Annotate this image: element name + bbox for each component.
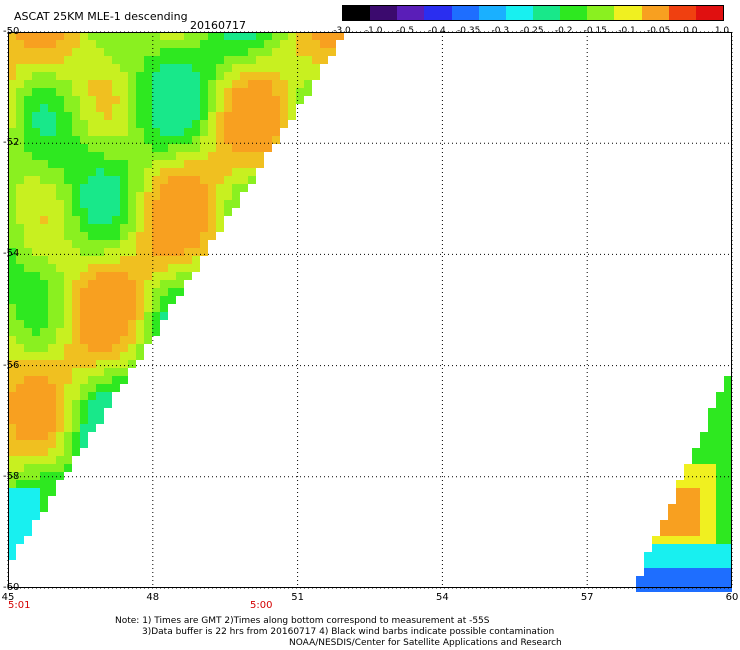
time-label-end: 5:00 [250, 600, 273, 611]
scale-swatch-6 [505, 6, 533, 20]
scale-swatch-2 [397, 6, 425, 20]
scale-swatch-0 [343, 6, 371, 20]
scale-swatch-10 [614, 6, 642, 20]
swath-left [8, 32, 344, 560]
note-line-3: NOAA/NESDIS/Center for Satellite Applica… [289, 638, 562, 648]
color-scale-bar [342, 5, 724, 21]
lat-label: -50 [3, 26, 20, 37]
scale-label: 1.0 [714, 26, 730, 36]
scale-label: -0.2 [554, 26, 573, 36]
scale-label: -0.1 [618, 26, 636, 36]
swath-right [636, 376, 732, 592]
scale-label: -0.25 [520, 26, 544, 36]
scale-label: -0.05 [647, 26, 671, 36]
lon-label: 54 [436, 592, 449, 603]
time-label-start: 5:01 [8, 600, 31, 611]
scale-swatch-5 [478, 6, 506, 20]
scale-label: -0.15 [583, 26, 607, 36]
plot-frame [8, 32, 732, 588]
scale-swatch-11 [641, 6, 669, 20]
lon-label: 60 [725, 592, 739, 603]
footer-note: Note: 1) Times are GMT 2)Times along bot… [115, 616, 562, 649]
scale-label: -3.0 [333, 26, 351, 36]
map-date: 20160717 [190, 19, 246, 32]
scale-swatch-12 [668, 6, 696, 20]
lat-label: -60 [3, 582, 20, 593]
scale-label: -0.35 [457, 26, 481, 36]
color-scale-labels: -3.0 -1.0 -0.5 -0.4 -0.35 -0.3 -0.25 -0.2 -0.15 -… [330, 26, 734, 38]
lat-label: -52 [3, 137, 20, 149]
lon-label: 57 [580, 592, 594, 603]
scale-swatch-4 [451, 6, 479, 20]
scale-swatch-8 [560, 6, 588, 20]
scale-label: 0.0 [683, 26, 698, 36]
scale-swatch-3 [424, 6, 452, 20]
note-line-2: 3)Data buffer is 22 hrs from 20160717 4)… [142, 627, 555, 637]
map-title: ASCAT 25KM MLE-1 descending [14, 10, 188, 23]
lat-label: -58 [3, 470, 20, 482]
scale-swatch-9 [587, 6, 615, 20]
scale-swatch-7 [532, 6, 561, 20]
scale-label: -1.0 [364, 26, 383, 36]
lon-label: 48 [146, 592, 160, 603]
scale-label: -0.3 [491, 26, 510, 36]
lon-label: 45 [1, 592, 15, 603]
lon-label: 51 [291, 592, 304, 603]
scale-swatch-13 [695, 6, 723, 20]
scale-label: -0.5 [396, 26, 415, 36]
note-line-1: Note: 1) Times are GMT 2)Times along bot… [115, 616, 490, 626]
scale-label: -0.4 [428, 26, 446, 36]
lat-label: -54 [3, 248, 20, 260]
scale-swatch-1 [370, 6, 398, 20]
lat-label: -56 [3, 359, 20, 371]
